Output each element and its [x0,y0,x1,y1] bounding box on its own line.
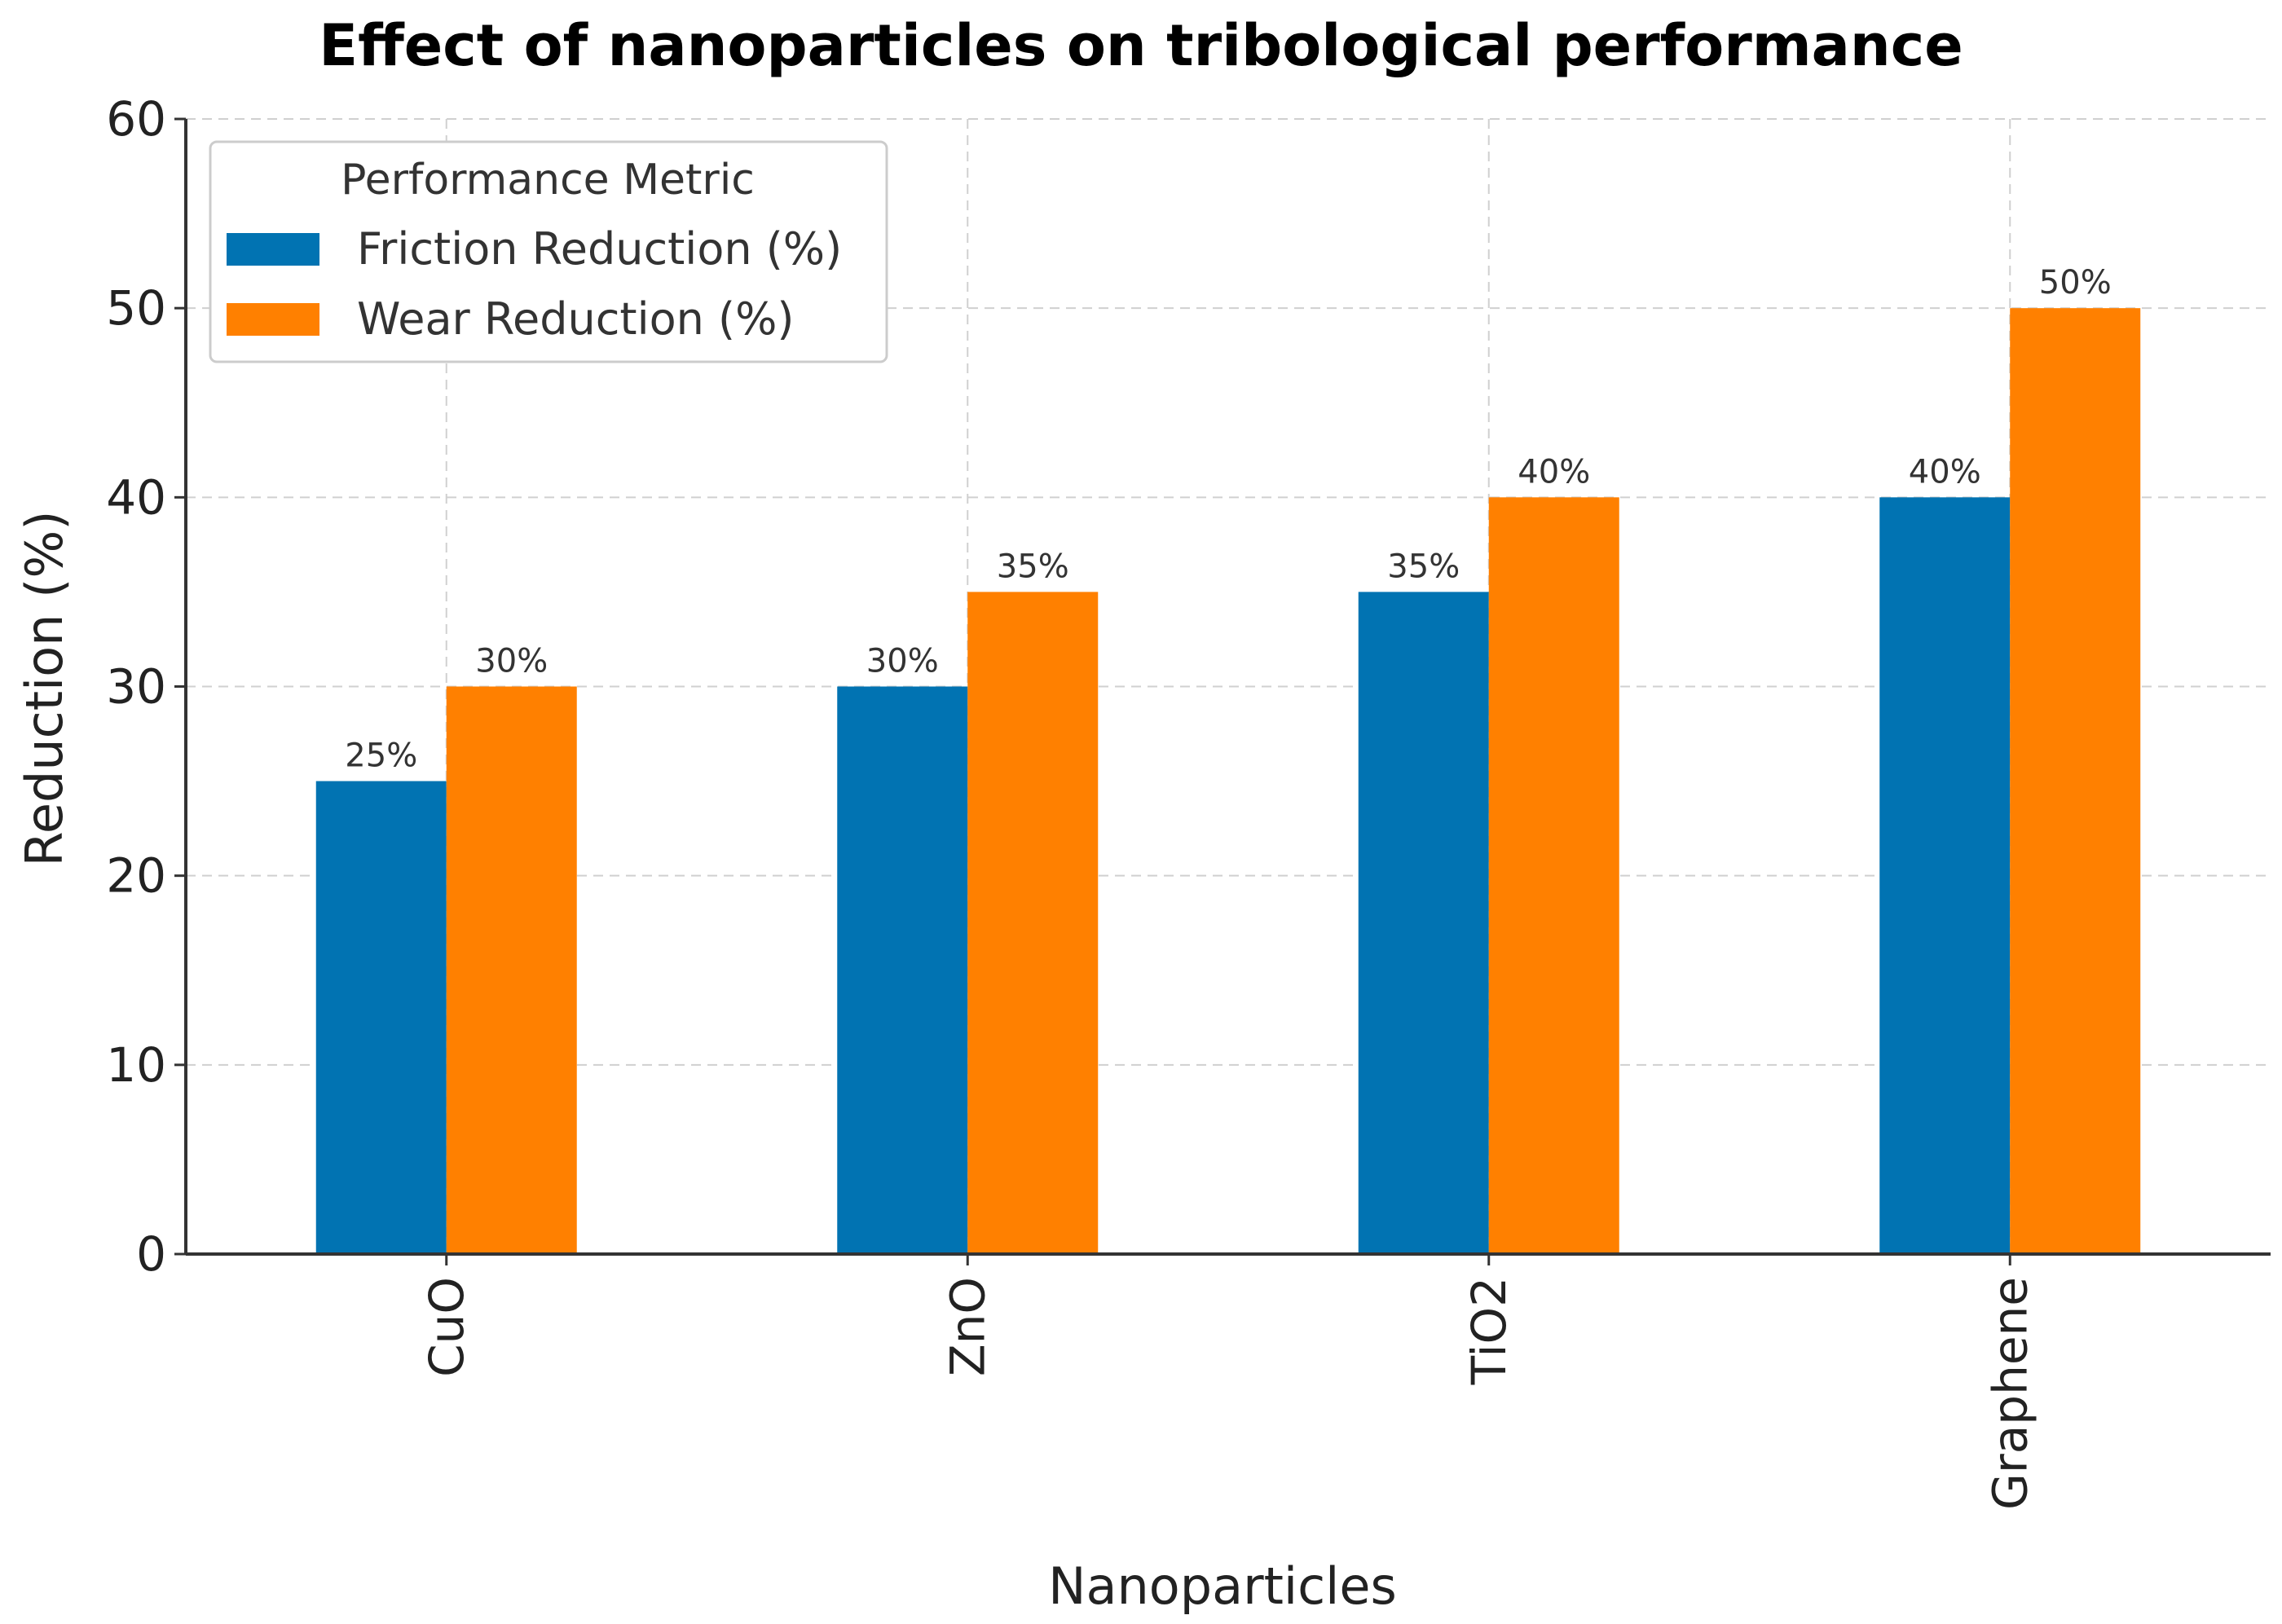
x-axis-ticks: CuO ZnO TiO2 Graphene [419,1254,2037,1510]
y-axis-ticks: 0 10 20 30 40 50 60 [106,91,186,1282]
y-tick-label: 60 [106,91,166,147]
bars [315,308,2141,1255]
friction-bar-cuo [315,781,447,1254]
bar-value-label: 30% [475,643,548,680]
bar-value-label: 40% [1909,453,1981,491]
y-tick-label: 0 [136,1226,166,1282]
friction-bar-tio2 [1358,592,1489,1254]
y-tick-label: 20 [106,848,166,904]
wear-bar-tio2 [1488,497,1619,1254]
friction-bar-zno [837,686,968,1254]
legend: Performance Metric Friction Reduction (%… [209,140,888,363]
legend-swatch-friction [227,233,319,266]
legend-box [209,140,888,363]
x-tick-label: ZnO [940,1277,995,1376]
bar-value-label: 25% [345,737,417,775]
legend-label-wear: Wear Reduction (%) [357,293,794,345]
y-axis-label: Reduction (%) [15,511,74,867]
x-tick-label: TiO2 [1461,1277,1517,1385]
legend-swatch-wear [227,303,319,336]
wear-bar-graphene [2010,308,2141,1255]
y-tick-label: 30 [106,659,166,715]
legend-label-friction: Friction Reduction (%) [357,223,842,275]
x-axis-label: Nanoparticles [1048,1556,1397,1616]
legend-title: Performance Metric [341,156,755,205]
wear-bar-zno [967,592,1099,1254]
chart-title: Effect of nanoparticles on tribological … [319,12,1963,79]
x-tick-label: Graphene [1982,1277,2037,1510]
bar-value-label: 40% [1518,453,1590,491]
wear-bar-cuo [446,686,577,1254]
bar-value-label: 35% [1387,548,1460,585]
data-labels: 25% 30% 30% 35% 35% 40% 40% 50% [345,264,2111,774]
bar-value-label: 30% [866,643,939,680]
y-tick-label: 40 [106,469,166,525]
x-tick-label: CuO [419,1277,474,1377]
y-tick-label: 10 [106,1037,166,1093]
friction-bar-graphene [1879,497,2011,1254]
bar-value-label: 35% [997,548,1069,585]
bar-value-label: 50% [2039,264,2112,301]
y-tick-label: 50 [106,280,166,336]
